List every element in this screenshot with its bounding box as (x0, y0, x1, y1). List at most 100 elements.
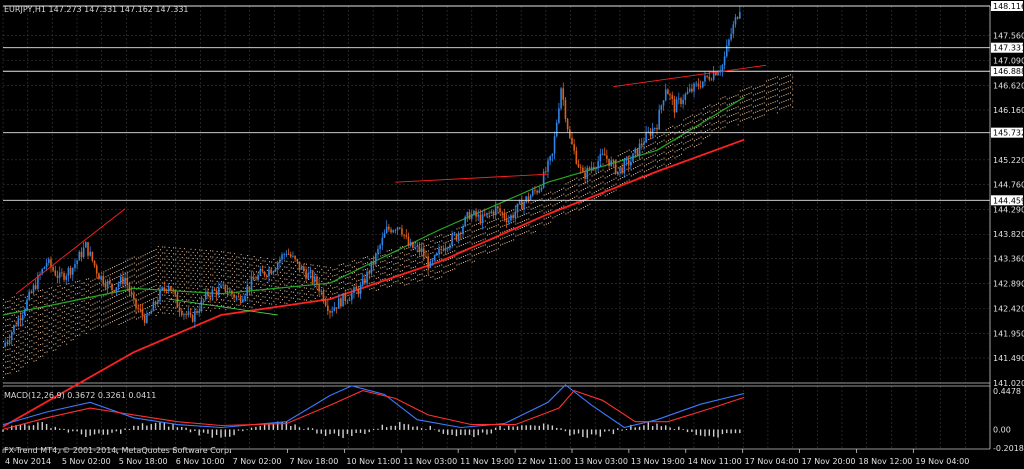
cloud-dot (212, 256, 214, 258)
cloud-dot (33, 348, 35, 350)
cloud-dot (173, 265, 175, 267)
cloud-dot (59, 291, 61, 293)
trend-line[interactable] (168, 298, 278, 316)
cloud-dot (29, 304, 31, 306)
cloud-dot (301, 296, 303, 298)
cloud-dot (70, 309, 72, 311)
candle-body (24, 309, 26, 316)
macd-histogram-bar (50, 428, 52, 430)
cloud-dot (585, 193, 587, 195)
cloud-dot (244, 305, 246, 307)
macd-histogram-bar (643, 425, 645, 430)
cloud-dot (779, 102, 781, 104)
cloud-dot (678, 124, 680, 126)
cloud-dot (497, 224, 499, 226)
cloud-dot (367, 262, 369, 264)
candle-body (710, 79, 713, 81)
cloud-dot (310, 294, 312, 296)
cloud-dot (652, 166, 654, 168)
cloud-dot (142, 273, 144, 275)
cloud-dot (779, 90, 781, 92)
cloud-dot (188, 281, 190, 283)
cloud-dot (312, 264, 314, 266)
candle-body (723, 56, 726, 66)
cloud-dot (785, 88, 787, 90)
trend-line[interactable] (15, 208, 126, 295)
cloud-dot (234, 277, 236, 279)
cloud-dot (502, 219, 504, 221)
cloud-dot (151, 257, 153, 259)
cloud-dot (417, 280, 419, 282)
cloud-dot (7, 348, 9, 350)
cloud-dot (480, 228, 482, 230)
cloud-dot (68, 331, 70, 333)
cloud-dot (726, 116, 728, 118)
cloud-dot (120, 286, 122, 288)
cloud-dot (83, 282, 85, 284)
cloud-dot (42, 307, 44, 309)
cloud-dot (168, 258, 170, 260)
cloud-dot (306, 281, 308, 283)
cloud-dot (20, 300, 22, 302)
cloud-dot (46, 291, 48, 293)
cloud-dot (626, 180, 628, 182)
cloud-dot (50, 347, 52, 349)
price-axis-label: 145.220 (993, 156, 1024, 165)
trend-line[interactable] (395, 173, 549, 183)
cloud-dot (166, 255, 168, 257)
trend-line[interactable] (613, 64, 767, 87)
cloud-dot (667, 164, 669, 166)
cloud-dot (275, 274, 277, 276)
candle-body (359, 285, 362, 295)
cloud-dot (22, 294, 24, 296)
cloud-dot (528, 224, 530, 226)
cloud-dot (57, 333, 59, 335)
cloud-dot (626, 156, 628, 158)
cloud-dot (13, 302, 15, 304)
cloud-dot (59, 327, 61, 329)
cloud-dot (391, 279, 393, 281)
cloud-dot (637, 171, 639, 173)
cloud-dot (412, 266, 414, 268)
cloud-dot (177, 268, 179, 270)
cloud-dot (602, 187, 604, 189)
cloud-dot (571, 179, 573, 181)
cloud-dot (227, 264, 229, 266)
macd-histogram-bar (525, 425, 527, 430)
cloud-dot (454, 268, 456, 270)
cloud-dot (478, 229, 480, 231)
cloud-dot (711, 124, 713, 126)
cloud-dot (279, 265, 281, 267)
cloud-dot (613, 178, 615, 180)
cloud-dot (321, 274, 323, 276)
cloud-dot (190, 284, 192, 286)
cloud-dot (114, 284, 116, 286)
candle-body (527, 196, 530, 200)
cloud-dot (16, 328, 18, 330)
cloud-dot (711, 130, 713, 132)
cloud-dot (155, 314, 157, 316)
cloud-dot (408, 283, 410, 285)
candle-body (649, 131, 652, 136)
cloud-dot (737, 112, 739, 114)
cloud-dot (149, 312, 151, 314)
macd-histogram-bar (215, 429, 218, 436)
cloud-dot (652, 154, 654, 156)
candle-body (128, 284, 131, 293)
cloud-dot (447, 252, 449, 254)
cloud-dot (157, 294, 159, 296)
cloud-dot (64, 335, 66, 337)
macd-histogram-bar (590, 429, 593, 435)
candle-body (431, 260, 434, 262)
cloud-dot (227, 294, 229, 296)
cloud-dot (144, 272, 146, 274)
cloud-dot (593, 174, 595, 176)
cloud-dot (74, 317, 76, 319)
cloud-dot (94, 290, 96, 292)
cloud-dot (64, 317, 66, 319)
macd-header: MACD(12,26,9) 0.3672 0.3261 0.0411 (4, 391, 156, 400)
cloud-dot (221, 287, 222, 289)
cloud-dot (604, 195, 606, 197)
cloud-dot (9, 300, 11, 302)
